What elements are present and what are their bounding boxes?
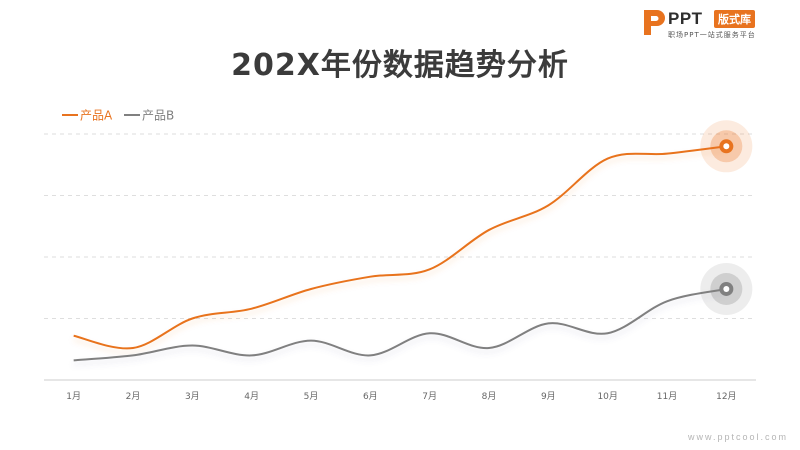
series-line bbox=[73, 288, 727, 362]
data-point bbox=[666, 300, 669, 303]
data-point bbox=[488, 347, 491, 350]
data-point bbox=[250, 307, 253, 310]
data-point bbox=[606, 332, 609, 335]
grid-lines bbox=[44, 133, 756, 319]
data-point bbox=[428, 332, 431, 335]
data-point bbox=[428, 268, 431, 271]
x-tick-label: 8月 bbox=[482, 391, 497, 402]
series-lines bbox=[72, 145, 727, 362]
data-point bbox=[606, 157, 609, 160]
chart-title: 202X年份数据趋势分析 bbox=[231, 48, 569, 83]
x-tick-label: 2月 bbox=[126, 391, 141, 402]
x-tick-label: 1月 bbox=[66, 391, 81, 402]
x-tick-label: 6月 bbox=[363, 391, 378, 402]
x-tick-label: 9月 bbox=[541, 391, 556, 402]
data-point bbox=[72, 359, 75, 362]
data-point bbox=[72, 334, 75, 337]
logo-mark-icon bbox=[644, 10, 665, 35]
data-point bbox=[132, 347, 135, 350]
watermark: www.pptcool.com bbox=[687, 432, 788, 442]
data-point bbox=[250, 354, 253, 357]
legend: 产品A 产品B bbox=[62, 109, 174, 123]
x-axis: 1月 2月 3月 4月 5月 6月 7月 8月 9月 10月 11月 12月 bbox=[44, 379, 756, 402]
x-tick-label: 11月 bbox=[657, 391, 677, 402]
data-point bbox=[547, 204, 550, 207]
data-point bbox=[369, 275, 372, 278]
x-tick-label: 7月 bbox=[422, 391, 437, 402]
series-line bbox=[73, 145, 727, 350]
data-point bbox=[191, 344, 194, 347]
x-tick-label: 12月 bbox=[716, 391, 736, 402]
data-point bbox=[488, 228, 491, 231]
data-point bbox=[310, 339, 313, 342]
data-point bbox=[132, 354, 135, 357]
x-tick-label: 10月 bbox=[597, 391, 617, 402]
x-tick-label: 3月 bbox=[185, 391, 200, 402]
data-point bbox=[191, 317, 194, 320]
endpoint-marker-center bbox=[723, 143, 730, 150]
data-point bbox=[547, 322, 550, 325]
endpoint-marker-center bbox=[723, 285, 730, 292]
legend-label: 产品A bbox=[80, 109, 113, 123]
data-point bbox=[310, 287, 313, 290]
series-endpoints bbox=[700, 120, 753, 315]
logo-badge: 版式库 bbox=[714, 10, 755, 28]
logo-brand-text: PPT bbox=[668, 9, 703, 28]
logo-tagline: 职场PPT一站式服务平台 bbox=[668, 31, 756, 39]
legend-label: 产品B bbox=[142, 109, 174, 123]
x-tick-label: 5月 bbox=[304, 391, 319, 402]
data-point bbox=[666, 152, 669, 155]
data-point bbox=[369, 354, 372, 357]
x-tick-label: 4月 bbox=[244, 391, 259, 402]
brand-logo: PPT 版式库 职场PPT一站式服务平台 bbox=[642, 8, 782, 42]
